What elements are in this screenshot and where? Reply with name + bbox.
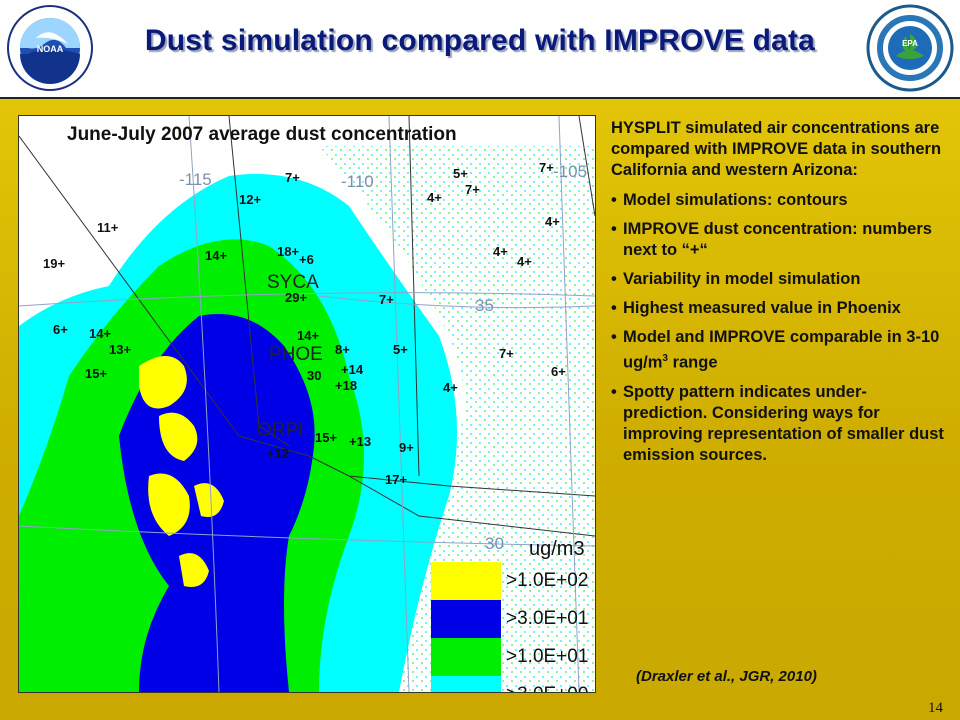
- epa-logo-icon: EPA: [866, 4, 954, 92]
- legend-swatch: [431, 638, 501, 676]
- bullet-text-tail: range: [667, 353, 718, 372]
- dust-concentration-map: June-July 2007 average dust concentratio…: [18, 115, 596, 693]
- bullet-item: Variability in model simulation: [611, 269, 951, 290]
- bullet-item: Model and IMPROVE comparable in 3-10 ug/…: [611, 327, 951, 374]
- site-label: SYCA: [267, 272, 319, 293]
- legend-label: >3.0E+01: [506, 608, 589, 629]
- improve-value: 4+: [517, 254, 532, 269]
- site-label: ORPI: [257, 420, 304, 441]
- bullet-item: Model simulations: contours: [611, 190, 951, 211]
- improve-value: +14: [341, 362, 364, 377]
- improve-value: 11+: [97, 220, 119, 235]
- page-number: 14: [928, 700, 943, 716]
- intro-text: HYSPLIT simulated air concentrations are…: [611, 119, 942, 179]
- improve-value: +6: [299, 252, 314, 267]
- bullet-item: IMPROVE dust concentration: numbers next…: [611, 219, 951, 261]
- lon-label: -105: [553, 162, 588, 181]
- bullet-item: Spotty pattern indicates under-predictio…: [611, 382, 951, 466]
- bullet-list: Model simulations: contours IMPROVE dust…: [611, 190, 951, 466]
- legend-swatch: [431, 562, 501, 600]
- improve-value: 5+: [453, 166, 468, 181]
- improve-value: 30: [307, 368, 322, 383]
- bullet-text: Model and IMPROVE comparable in 3-10 ug/…: [623, 328, 940, 372]
- improve-value: 15+: [315, 430, 338, 445]
- legend-label: >3.0E+00: [506, 684, 588, 692]
- explanation-panel: HYSPLIT simulated air concentrations are…: [611, 118, 951, 474]
- improve-value: 29+: [285, 290, 308, 305]
- map-title: June-July 2007 average dust concentratio…: [67, 124, 457, 145]
- improve-value: 14+: [205, 248, 228, 263]
- legend-label: >1.0E+02: [506, 570, 589, 591]
- improve-value: 9+: [399, 440, 414, 455]
- improve-value: 14+: [297, 328, 320, 343]
- superscript: 3: [662, 353, 668, 364]
- slide-title: Dust simulation compared with IMPROVE da…: [144, 24, 816, 57]
- noaa-logo-icon: NOAA: [6, 4, 94, 92]
- improve-value: 12+: [239, 192, 262, 207]
- improve-value: 7+: [539, 160, 554, 175]
- header-bar: NOAA Dust simulation compared with IMPRO…: [0, 0, 960, 99]
- site-label: PHOE: [269, 344, 323, 365]
- improve-value: 19+: [43, 256, 66, 271]
- legend-unit: ug/m3: [529, 538, 585, 560]
- improve-value: 13+: [109, 342, 132, 357]
- lat-label: 30: [485, 534, 504, 553]
- legend-swatch: [431, 600, 501, 638]
- improve-value: 8+: [335, 342, 350, 357]
- lon-label: -110: [341, 172, 374, 191]
- improve-value: 14+: [89, 326, 112, 341]
- contour-1e2: [139, 356, 187, 409]
- improve-value: 7+: [379, 292, 394, 307]
- improve-value: 6+: [53, 322, 68, 337]
- map-graphic: [19, 116, 595, 692]
- improve-value: 7+: [499, 346, 514, 361]
- lon-label: -115: [179, 170, 212, 189]
- improve-value: 18+: [277, 244, 300, 259]
- improve-value: 4+: [493, 244, 508, 259]
- citation: (Draxler et al., JGR, 2010): [636, 668, 817, 685]
- improve-value: 17+: [385, 472, 408, 487]
- improve-value: 15+: [85, 366, 108, 381]
- improve-value: 7+: [465, 182, 480, 197]
- improve-value: +13: [349, 434, 372, 449]
- improve-value: +18: [335, 378, 358, 393]
- improve-value: 4+: [427, 190, 442, 205]
- legend-label: >1.0E+01: [506, 646, 589, 667]
- bullet-item: Highest measured value in Phoenix: [611, 298, 951, 319]
- improve-value: 6+: [551, 364, 566, 379]
- legend-swatch: [431, 676, 501, 692]
- improve-value: +12: [267, 446, 290, 461]
- svg-text:EPA: EPA: [902, 39, 918, 48]
- lat-label: 35: [475, 296, 494, 315]
- improve-value: 4+: [545, 214, 560, 229]
- svg-text:NOAA: NOAA: [37, 44, 64, 54]
- improve-value: 4+: [443, 380, 458, 395]
- improve-value: 7+: [285, 170, 300, 185]
- improve-value: 5+: [393, 342, 408, 357]
